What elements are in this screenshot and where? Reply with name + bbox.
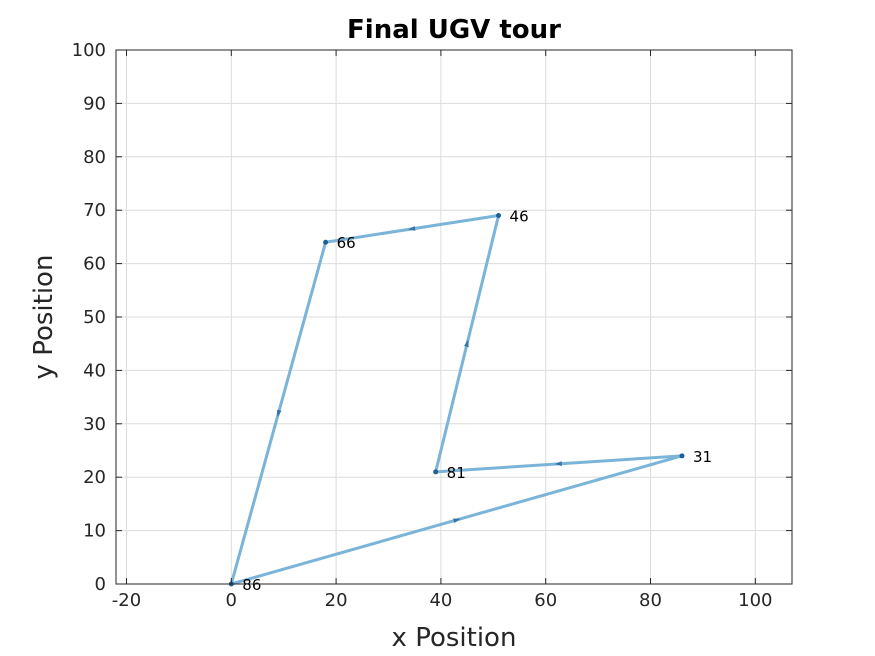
x-tick-label: 100 xyxy=(738,590,772,611)
y-tick-label: 0 xyxy=(95,574,106,595)
node-label: 66 xyxy=(337,234,356,252)
x-tick-label: 20 xyxy=(325,590,348,611)
direction-arrow xyxy=(463,339,469,348)
direction-arrow xyxy=(554,461,562,467)
y-tick-label: 20 xyxy=(83,467,106,488)
node-label: 86 xyxy=(242,576,261,594)
direction-arrow xyxy=(453,518,461,524)
y-tick-label: 70 xyxy=(83,200,106,221)
x-tick-label: 0 xyxy=(226,590,237,611)
y-tick-label: 10 xyxy=(83,521,106,542)
y-tick-label: 60 xyxy=(83,254,106,275)
y-axis: 0 10 20 30 40 50 60 70 80 90 100 xyxy=(72,40,792,595)
node-point xyxy=(496,213,502,219)
x-tick-label: 40 xyxy=(429,590,452,611)
direction-arrow xyxy=(276,409,282,417)
x-tick-label: 80 xyxy=(639,590,662,611)
node-label: 81 xyxy=(447,464,466,482)
y-tick-label: 40 xyxy=(83,360,106,381)
node-label: 31 xyxy=(693,448,712,466)
node-point xyxy=(323,239,329,245)
x-tick-label: 60 xyxy=(534,590,557,611)
node-point xyxy=(433,469,439,475)
y-tick-label: 90 xyxy=(83,93,106,114)
x-tick-label: -20 xyxy=(112,590,141,611)
y-axis-label: y Position xyxy=(29,255,59,380)
x-axis-label: x Position xyxy=(392,623,517,653)
y-tick-label: 50 xyxy=(83,307,106,328)
y-tick-label: 30 xyxy=(83,414,106,435)
node-point xyxy=(679,453,685,459)
y-tick-label: 100 xyxy=(72,40,106,61)
tour-path xyxy=(229,214,684,586)
node-label: 46 xyxy=(510,208,529,226)
tour-nodes: 86 31 81 46 66 xyxy=(228,208,712,594)
direction-arrow xyxy=(408,225,416,231)
x-axis: -20 0 20 40 60 80 100 xyxy=(112,50,772,611)
y-tick-label: 80 xyxy=(83,147,106,168)
chart-title: Final UGV tour xyxy=(347,15,561,45)
